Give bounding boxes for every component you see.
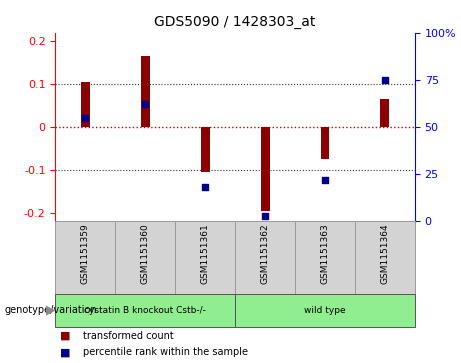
Text: ■: ■ — [60, 331, 71, 341]
Text: wild type: wild type — [304, 306, 346, 315]
Point — [381, 77, 389, 83]
Bar — [295, 221, 355, 294]
Bar — [115, 221, 175, 294]
Bar — [235, 221, 295, 294]
Text: GSM1151361: GSM1151361 — [201, 224, 210, 284]
Point — [321, 177, 329, 183]
Bar — [201, 127, 210, 172]
Text: genotype/variation: genotype/variation — [5, 305, 97, 315]
Text: ■: ■ — [60, 347, 71, 357]
Text: GSM1151359: GSM1151359 — [81, 224, 90, 284]
Bar — [355, 221, 415, 294]
Bar — [141, 56, 150, 127]
Point — [261, 213, 269, 219]
Bar — [55, 294, 235, 327]
Point — [82, 115, 89, 121]
Bar — [81, 82, 90, 127]
Title: GDS5090 / 1428303_at: GDS5090 / 1428303_at — [154, 15, 316, 29]
Bar — [55, 221, 115, 294]
Bar — [380, 99, 390, 127]
Text: GSM1151363: GSM1151363 — [320, 224, 330, 284]
Point — [142, 102, 149, 107]
Bar — [235, 294, 415, 327]
Bar — [175, 221, 235, 294]
Bar — [260, 127, 270, 211]
Bar — [320, 127, 330, 159]
Text: ▶: ▶ — [46, 304, 56, 317]
Text: GSM1151364: GSM1151364 — [380, 224, 390, 284]
Text: GSM1151360: GSM1151360 — [141, 224, 150, 284]
Text: percentile rank within the sample: percentile rank within the sample — [83, 347, 248, 357]
Text: transformed count: transformed count — [83, 331, 174, 341]
Text: cystatin B knockout Cstb-/-: cystatin B knockout Cstb-/- — [84, 306, 206, 315]
Text: GSM1151362: GSM1151362 — [260, 224, 270, 284]
Point — [201, 184, 209, 190]
